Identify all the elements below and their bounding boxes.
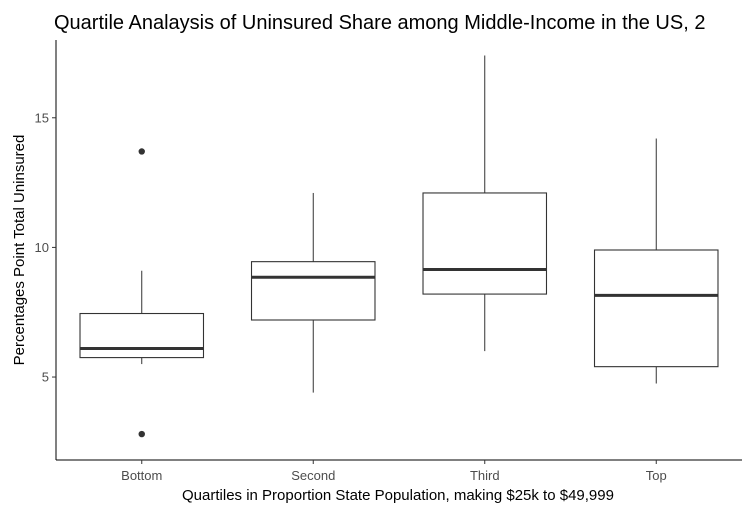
x-axis-title: Quartiles in Proportion State Population… [182, 487, 614, 504]
boxes [79, 55, 719, 438]
x-tick-label: Top [646, 468, 667, 483]
x-tick-label: Second [291, 468, 335, 483]
chart-title: Quartile Analaysis of Uninsured Share am… [54, 12, 705, 34]
box-iqr [79, 312, 205, 359]
y-tick-label: 10 [35, 240, 49, 255]
box-iqr [250, 261, 376, 321]
box-group-bottom [79, 148, 205, 438]
y-ticks: 5 10 15 [35, 110, 56, 385]
y-tick-label: 15 [35, 110, 49, 125]
box-group-third [422, 55, 548, 352]
box-iqr [593, 249, 719, 368]
box-group-top [593, 138, 719, 384]
x-ticks: Bottom Second Third Top [121, 460, 667, 483]
box-group-second [250, 192, 376, 393]
x-tick-label: Third [470, 468, 500, 483]
y-axis-title: Percentages Point Total Uninsured [11, 135, 28, 366]
box-iqr [422, 192, 548, 295]
outlier-point [138, 430, 145, 438]
x-tick-label: Bottom [121, 468, 162, 483]
y-tick-label: 5 [42, 370, 49, 385]
outlier-point [138, 148, 145, 155]
